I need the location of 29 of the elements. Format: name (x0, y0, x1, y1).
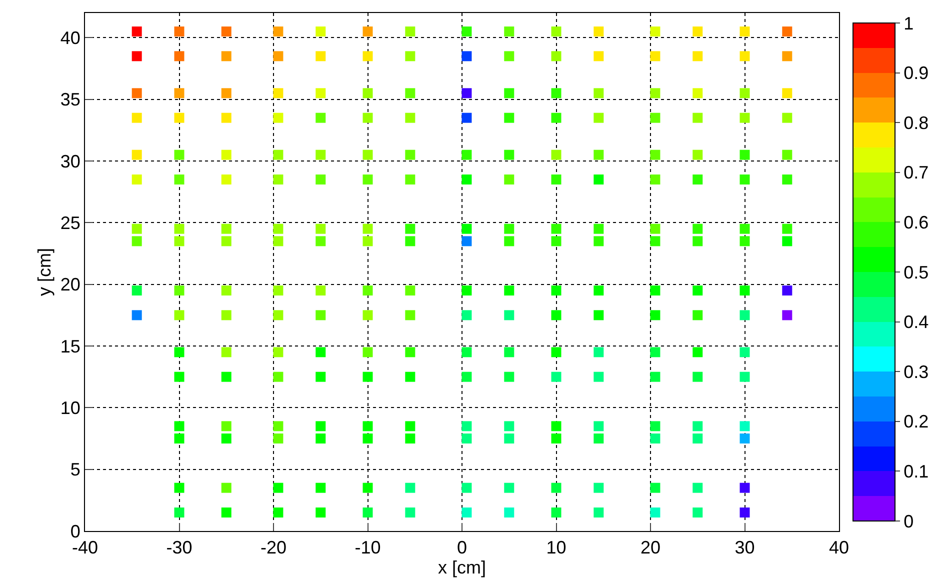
x-tick-label: 0 (456, 538, 468, 558)
color-bar-label: 0 (904, 511, 914, 532)
color-bar-label: 0.4 (904, 312, 929, 332)
x-tick-label: 10 (546, 538, 566, 558)
x-axis-title: x [cm] (438, 558, 486, 578)
x-tick-label: -10 (354, 538, 381, 558)
color-bar-label: 0.8 (904, 112, 929, 133)
x-tick-label: -30 (166, 538, 192, 558)
y-tick-label: 25 (60, 212, 80, 233)
color-bar-label: 0.1 (904, 462, 929, 482)
y-axis-title: y [cm] (34, 248, 55, 296)
y-tick-label: 5 (70, 460, 80, 480)
x-tick-label: 40 (828, 538, 850, 558)
y-tick-label: 40 (60, 28, 80, 48)
y-tick-label: 15 (60, 336, 80, 356)
color-bar-label: 0.9 (904, 63, 929, 84)
color-bar-label: 0.6 (904, 212, 929, 232)
color-bar-label: 1 (904, 13, 914, 34)
y-tick-label: 35 (60, 90, 80, 110)
x-tick-label: 20 (640, 538, 661, 558)
color-bar-label: 0.2 (904, 412, 929, 432)
color-bar-label: 0.5 (904, 262, 929, 282)
x-tick-label: 30 (734, 538, 755, 558)
y-tick-label: 10 (60, 398, 80, 418)
color-bar-label: 0.3 (904, 362, 929, 382)
y-tick-label: 20 (60, 274, 80, 295)
y-tick-label: 30 (60, 151, 80, 172)
color-bar-label: 0.7 (904, 162, 929, 183)
x-tick-label: -20 (260, 538, 287, 558)
